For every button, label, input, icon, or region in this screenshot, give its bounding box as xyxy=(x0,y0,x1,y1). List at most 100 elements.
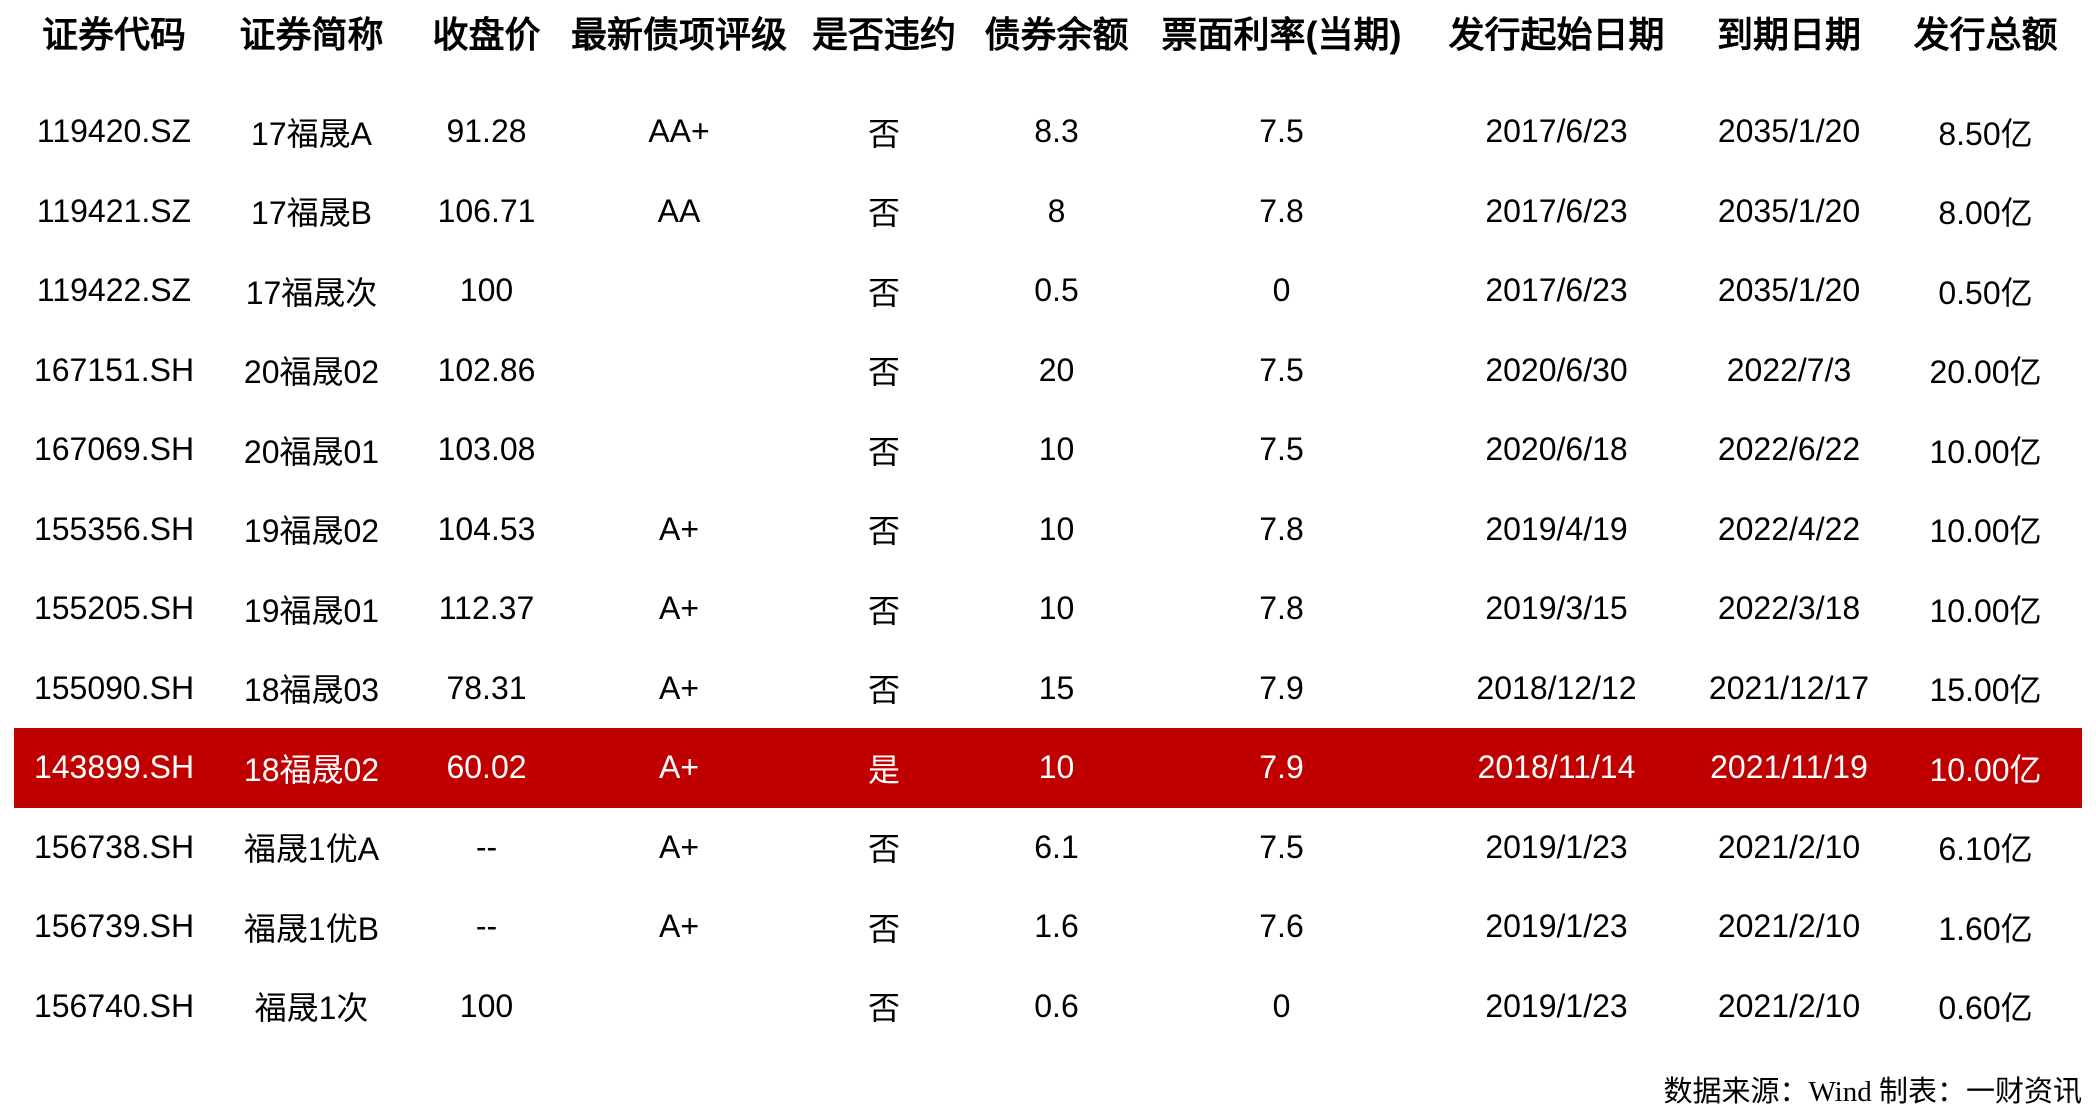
cell-name: 17福晟A xyxy=(251,115,372,152)
cell-total: 8.50亿 xyxy=(1938,115,2033,152)
cell-defaulted: 否 xyxy=(867,195,900,232)
table-row: 167151.SH 20福晟02 102.86 否 20 7.5 2020/6/30 2022… xyxy=(14,331,2082,411)
cell-balance: 0.6 xyxy=(1034,987,1079,1024)
cell-close: 100 xyxy=(459,272,514,309)
cell-maturity: 2022/4/22 xyxy=(1717,510,1861,547)
cell-maturity: 2021/11/19 xyxy=(1710,749,1868,786)
header-cell-balance: 债券余额 xyxy=(984,14,1129,55)
cell-total: 10.00亿 xyxy=(1929,592,2042,629)
cell-total: 8.00亿 xyxy=(1938,195,2033,232)
cell-close: 60.02 xyxy=(446,749,527,786)
cell-name: 17福晟B xyxy=(251,195,372,232)
cell-close: 91.28 xyxy=(446,113,527,150)
cell-issue_start: 2018/12/12 xyxy=(1476,669,1637,706)
data-source-note: 数据来源：Wind 制表：一财资讯 xyxy=(1663,1076,2082,1108)
cell-code: 119422.SZ xyxy=(36,272,192,309)
header-cell-name: 证券简称 xyxy=(239,14,384,55)
cell-issue_start: 2019/1/23 xyxy=(1485,828,1628,865)
cell-total: 10.00亿 xyxy=(1929,513,2042,550)
cell-maturity: 2021/2/10 xyxy=(1717,908,1861,945)
header-cell-close: 收盘价 xyxy=(432,14,541,55)
cell-rating: A+ xyxy=(658,510,700,547)
cell-maturity: 2035/1/20 xyxy=(1717,192,1861,229)
header-cell-rating: 最新债项评级 xyxy=(570,14,787,55)
cell-total: 10.00亿 xyxy=(1929,751,2042,788)
cell-issue_start: 2020/6/30 xyxy=(1485,351,1628,388)
cell-code: 155356.SH xyxy=(33,510,195,547)
cell-rating: A+ xyxy=(658,590,700,627)
cell-name: 福晟1次 xyxy=(254,990,369,1027)
table-row: 156738.SH 福晟1优A -- A+ 否 6.1 7.5 2019/1/23 2021/2… xyxy=(14,808,2082,888)
cell-name: 19福晟02 xyxy=(243,513,380,550)
cell-issue_start: 2018/11/14 xyxy=(1477,749,1636,786)
cell-total: 0.60亿 xyxy=(1938,990,2033,1027)
cell-balance: 1.6 xyxy=(1034,908,1079,945)
table-row: 119421.SZ 17福晟B 106.71 AA 否 8 7.8 2017/6/23 2035… xyxy=(14,172,2082,252)
header-cell-total: 发行总额 xyxy=(1913,14,2058,55)
cell-balance: 15 xyxy=(1038,669,1075,706)
cell-code: 156739.SH xyxy=(33,908,195,945)
cell-code: 119420.SZ xyxy=(36,113,192,150)
cell-defaulted: 否 xyxy=(867,910,900,947)
cell-rating: A+ xyxy=(658,908,700,945)
cell-maturity: 2022/7/3 xyxy=(1726,351,1852,388)
cell-coupon: 7.9 xyxy=(1259,749,1304,786)
cell-rating xyxy=(564,251,794,331)
cell-code: 156738.SH xyxy=(33,828,195,865)
table-row: 155090.SH 18福晟03 78.31 A+ 否 15 7.9 2018/12/12 20… xyxy=(14,649,2082,729)
cell-total: 0.50亿 xyxy=(1938,274,2033,311)
table-row: 155205.SH 19福晟01 112.37 A+ 否 10 7.8 2019/3/15 20… xyxy=(14,569,2082,649)
cell-close: 104.53 xyxy=(437,510,536,547)
cell-balance: 0.5 xyxy=(1034,272,1079,309)
cell-balance: 10 xyxy=(1038,510,1075,547)
cell-close: -- xyxy=(475,828,498,865)
cell-coupon: 7.5 xyxy=(1259,828,1304,865)
table-header-row: 证券代码 证券简称 收盘价 最新债项评级 是否违约 债券余额 票面利率(当期) 发行起始日期 到… xyxy=(14,0,2082,92)
cell-code: 167151.SH xyxy=(33,351,195,388)
cell-code: 167069.SH xyxy=(33,431,195,468)
cell-code: 143899.SH xyxy=(33,749,195,786)
cell-total: 1.60亿 xyxy=(1938,910,2033,947)
cell-total: 10.00亿 xyxy=(1929,433,2042,470)
cell-close: 103.08 xyxy=(437,431,536,468)
table-row: 156739.SH 福晟1优B -- A+ 否 1.6 7.6 2019/1/23 2021/2… xyxy=(14,887,2082,967)
cell-issue_start: 2019/3/15 xyxy=(1485,590,1628,627)
cell-issue_start: 2017/6/23 xyxy=(1485,192,1628,229)
cell-coupon: 7.5 xyxy=(1259,113,1304,150)
cell-defaulted: 否 xyxy=(867,831,900,868)
cell-defaulted: 否 xyxy=(867,115,900,152)
cell-issue_start: 2017/6/23 xyxy=(1485,272,1628,309)
cell-close: 100 xyxy=(459,987,514,1024)
cell-issue_start: 2017/6/23 xyxy=(1485,113,1628,150)
cell-close: 112.37 xyxy=(438,590,535,627)
cell-close: 78.31 xyxy=(446,669,527,706)
cell-name: 20福晟02 xyxy=(243,354,380,391)
table-row: 119420.SZ 17福晟A 91.28 AA+ 否 8.3 7.5 2017/6/23 20… xyxy=(14,92,2082,172)
table-row: 156740.SH 福晟1次 100 否 0.6 0 2019/1/23 2021/2/10 0… xyxy=(14,967,2082,1047)
header-cell-code: 证券代码 xyxy=(41,14,186,55)
cell-close: 106.71 xyxy=(437,192,536,229)
cell-balance: 10 xyxy=(1038,431,1075,468)
table-row: 119422.SZ 17福晟次 100 否 0.5 0 2017/6/23 2035/1/20… xyxy=(14,251,2082,331)
cell-rating xyxy=(564,967,794,1047)
cell-coupon: 7.8 xyxy=(1259,590,1304,627)
cell-maturity: 2021/2/10 xyxy=(1717,987,1861,1024)
cell-coupon: 0 xyxy=(1272,272,1291,309)
cell-issue_start: 2019/4/19 xyxy=(1485,510,1628,547)
cell-coupon: 7.5 xyxy=(1259,351,1304,388)
cell-coupon: 7.8 xyxy=(1259,192,1304,229)
cell-total: 20.00亿 xyxy=(1929,354,2042,391)
cell-defaulted: 否 xyxy=(867,513,900,550)
cell-maturity: 2022/3/18 xyxy=(1717,590,1861,627)
cell-defaulted: 否 xyxy=(867,433,900,470)
cell-name: 18福晟02 xyxy=(243,751,380,788)
cell-rating: A+ xyxy=(658,828,700,865)
cell-defaulted: 否 xyxy=(867,354,900,391)
cell-issue_start: 2019/1/23 xyxy=(1485,987,1628,1024)
cell-code: 156740.SH xyxy=(33,987,195,1024)
cell-name: 20福晟01 xyxy=(243,433,380,470)
cell-coupon: 7.6 xyxy=(1259,908,1304,945)
cell-rating: A+ xyxy=(658,669,700,706)
header-cell-coupon: 票面利率(当期) xyxy=(1161,14,1402,55)
cell-balance: 20 xyxy=(1038,351,1075,388)
